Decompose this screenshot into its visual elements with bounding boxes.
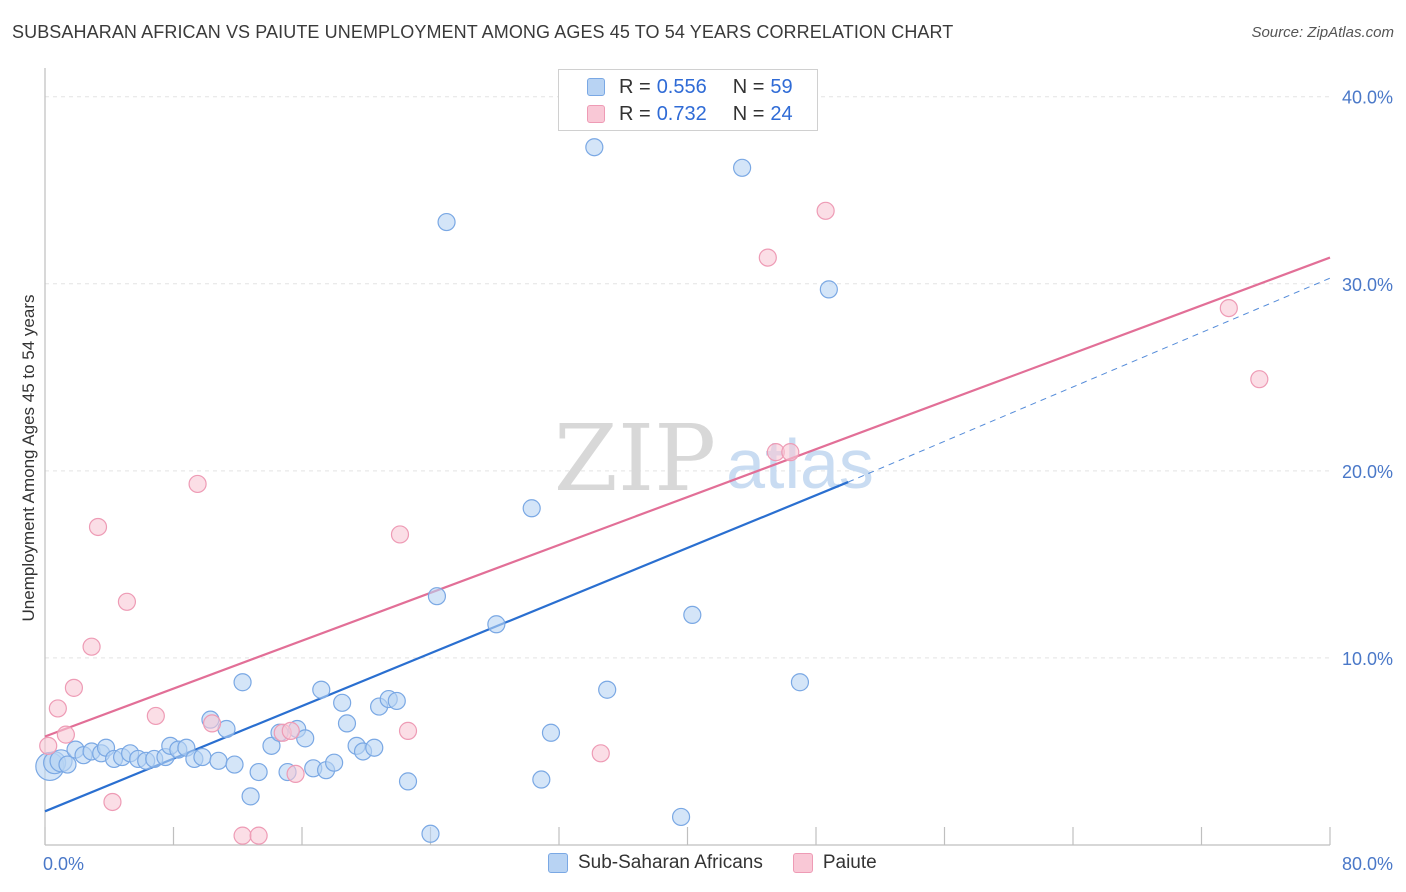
legend-n-label: N = — [732, 75, 765, 98]
data-point-sub-saharan-africans — [437, 212, 456, 232]
data-point-sub-saharan-africans — [312, 680, 331, 699]
data-point-sub-saharan-africans — [58, 755, 77, 774]
data-point-sub-saharan-africans — [541, 723, 561, 742]
data-point-sub-saharan-africans — [733, 158, 752, 177]
legend-r-label: R = — [619, 102, 651, 125]
data-point-paiute — [1219, 299, 1238, 318]
trend-lines — [44, 256, 1331, 813]
data-point-paiute — [758, 248, 777, 267]
data-point-paiute — [591, 744, 610, 763]
data-point-sub-saharan-africans — [262, 736, 281, 755]
data-point-paiute — [188, 474, 207, 494]
data-point-sub-saharan-africans — [671, 807, 691, 827]
y-axis-label: Unemployment Among Ages 45 to 54 years — [19, 295, 38, 622]
data-point-sub-saharan-africans — [421, 824, 440, 843]
legend-r-value: 0.732 — [656, 102, 707, 125]
gridlines — [45, 96, 1330, 659]
legend-r-value: 0.556 — [656, 75, 707, 98]
legend-label: Paiute — [822, 852, 877, 873]
chart-title: SUBSAHARAN AFRICAN VS PAIUTE UNEMPLOYMEN… — [12, 22, 954, 42]
data-point-paiute — [398, 721, 418, 740]
data-point-paiute — [781, 443, 800, 462]
data-point-sub-saharan-africans — [532, 770, 551, 789]
data-point-paiute — [103, 792, 122, 812]
data-point-paiute — [146, 706, 165, 726]
legend-n-value: 24 — [770, 102, 793, 125]
legend-r-label: R = — [619, 75, 651, 98]
tick-labels: 10.0% 20.0% 30.0% 40.0% 0.0% 80.0% — [43, 88, 1393, 874]
data-point-paiute — [816, 201, 835, 220]
trend-line-paiute — [44, 256, 1331, 738]
legend-label: Sub-Saharan Africans — [578, 852, 763, 873]
data-point-paiute — [1250, 370, 1269, 389]
data-point-sub-saharan-africans — [585, 138, 604, 157]
data-point-sub-saharan-africans — [225, 755, 244, 774]
watermark-zip: ZIP — [554, 405, 716, 512]
data-point-sub-saharan-africans — [598, 680, 617, 699]
y-tick-label: 40.0% — [1342, 88, 1393, 108]
data-point-paiute — [64, 678, 84, 697]
x-tick-label: 80.0% — [1342, 854, 1393, 874]
data-point-paiute — [56, 725, 75, 744]
data-point-paiute — [202, 714, 222, 733]
data-point-sub-saharan-africans — [296, 729, 315, 748]
series-legend: Sub-Saharan Africans Paiute — [548, 852, 907, 874]
data-point-paiute — [281, 721, 300, 740]
data-point-sub-saharan-africans — [398, 772, 418, 791]
legend-swatch-blue — [548, 853, 568, 873]
data-point-paiute — [117, 592, 137, 611]
legend-n-value: 59 — [770, 75, 793, 98]
legend-swatch-pink — [792, 853, 813, 873]
data-point-paiute — [48, 699, 67, 718]
series-sub-saharan-africans — [35, 138, 838, 843]
data-point-sub-saharan-africans — [487, 615, 506, 634]
data-point-paiute — [233, 826, 252, 845]
correlation-legend: R = 0.556 N = 59 R = 0.732 N = 24 — [558, 69, 818, 131]
data-point-sub-saharan-africans — [819, 280, 838, 299]
data-point-paiute — [82, 637, 101, 656]
y-tick-label: 10.0% — [1342, 649, 1393, 669]
watermark: ZIP atlas — [554, 405, 874, 512]
data-point-sub-saharan-africans — [365, 738, 384, 757]
data-point-sub-saharan-africans — [325, 753, 344, 772]
data-point-sub-saharan-africans — [209, 751, 228, 770]
data-point-sub-saharan-africans — [193, 747, 212, 767]
legend-swatch-blue — [587, 78, 605, 96]
source-note: Source: ZipAtlas.com — [1251, 24, 1394, 41]
data-point-paiute — [390, 525, 410, 544]
data-point-sub-saharan-africans — [427, 587, 447, 606]
data-point-sub-saharan-africans — [233, 673, 252, 692]
data-point-paiute — [249, 826, 268, 845]
watermark-atlas: atlas — [726, 425, 874, 503]
data-point-sub-saharan-africans — [387, 691, 406, 711]
data-point-paiute — [39, 736, 58, 755]
axes — [44, 68, 1331, 846]
legend-swatch-pink — [587, 105, 605, 123]
legend-item-paiute[interactable]: Paiute — [792, 852, 877, 874]
data-point-sub-saharan-africans — [241, 787, 260, 806]
data-point-sub-saharan-africans — [522, 499, 541, 518]
data-point-sub-saharan-africans — [333, 693, 352, 712]
legend-n-label: N = — [732, 102, 765, 125]
legend-row-paiute: R = 0.732 N = 24 — [587, 102, 846, 126]
x-tick-label: 0.0% — [43, 854, 84, 874]
y-tick-label: 30.0% — [1342, 275, 1393, 295]
legend-item-sub-saharan-africans[interactable]: Sub-Saharan Africans — [548, 852, 763, 874]
data-point-sub-saharan-africans — [337, 714, 357, 733]
data-point-sub-saharan-africans — [249, 762, 268, 782]
data-point-paiute — [286, 764, 305, 784]
legend-row-sub-saharan-africans: R = 0.556 N = 59 — [587, 75, 846, 99]
data-point-sub-saharan-africans — [790, 673, 810, 692]
data-point-paiute — [88, 517, 108, 537]
y-tick-label: 20.0% — [1342, 462, 1393, 482]
data-point-sub-saharan-africans — [683, 605, 702, 625]
series-paiute — [39, 201, 1269, 845]
